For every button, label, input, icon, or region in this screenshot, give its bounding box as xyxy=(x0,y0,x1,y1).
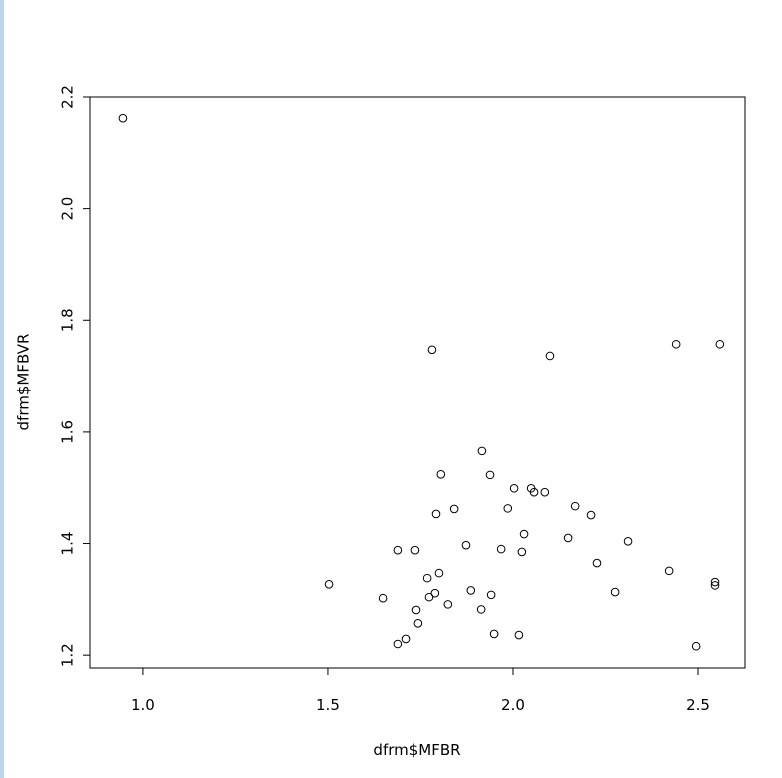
point xyxy=(466,586,476,595)
point xyxy=(401,634,411,644)
point xyxy=(461,540,471,550)
point xyxy=(430,588,440,598)
point xyxy=(424,592,434,602)
point xyxy=(509,483,519,493)
point xyxy=(710,581,720,590)
point xyxy=(486,590,496,600)
point xyxy=(431,509,441,519)
point xyxy=(529,487,539,497)
point xyxy=(422,573,432,583)
y-tick-label: 1.4 xyxy=(59,532,77,556)
point xyxy=(610,587,620,597)
window-edge xyxy=(0,0,4,778)
point xyxy=(514,630,524,640)
point xyxy=(586,510,596,520)
x-tick-label: 2.0 xyxy=(501,696,525,714)
point xyxy=(563,533,573,543)
point xyxy=(592,558,602,568)
point xyxy=(664,566,674,576)
point xyxy=(324,579,334,589)
y-tick-label: 1.6 xyxy=(59,420,77,444)
y-tick-label: 1.8 xyxy=(59,308,77,332)
point xyxy=(393,545,403,555)
point xyxy=(434,568,444,578)
point xyxy=(691,641,701,651)
point xyxy=(410,545,420,555)
point xyxy=(378,593,388,603)
point xyxy=(545,351,555,361)
y-tick-label: 2.0 xyxy=(59,197,77,221)
x-tick-label: 1.5 xyxy=(316,696,340,714)
point xyxy=(476,605,486,614)
plot-box xyxy=(89,96,746,669)
point xyxy=(570,501,580,511)
point xyxy=(436,470,446,479)
point xyxy=(623,536,633,546)
point xyxy=(503,504,513,513)
x-tick-label: 1.0 xyxy=(131,696,155,714)
x-axis-label: dfrm$MFBR xyxy=(373,741,460,759)
point xyxy=(671,339,681,349)
point xyxy=(393,639,403,649)
point xyxy=(485,470,495,480)
y-axis-label: dfrm$MFBVR xyxy=(15,334,33,431)
point xyxy=(540,487,550,497)
x-tick-label: 2.5 xyxy=(686,696,710,714)
point xyxy=(411,605,421,615)
point xyxy=(443,600,453,609)
point xyxy=(489,629,499,639)
point xyxy=(519,529,529,539)
point xyxy=(449,504,459,514)
y-tick-label: 2.2 xyxy=(59,85,77,109)
point xyxy=(496,544,506,554)
y-tick-label: 1.2 xyxy=(59,643,77,667)
point xyxy=(477,446,487,456)
point xyxy=(427,345,437,355)
point xyxy=(118,113,128,123)
point xyxy=(715,339,725,349)
point xyxy=(517,547,527,557)
point xyxy=(413,619,423,628)
point xyxy=(710,577,720,587)
